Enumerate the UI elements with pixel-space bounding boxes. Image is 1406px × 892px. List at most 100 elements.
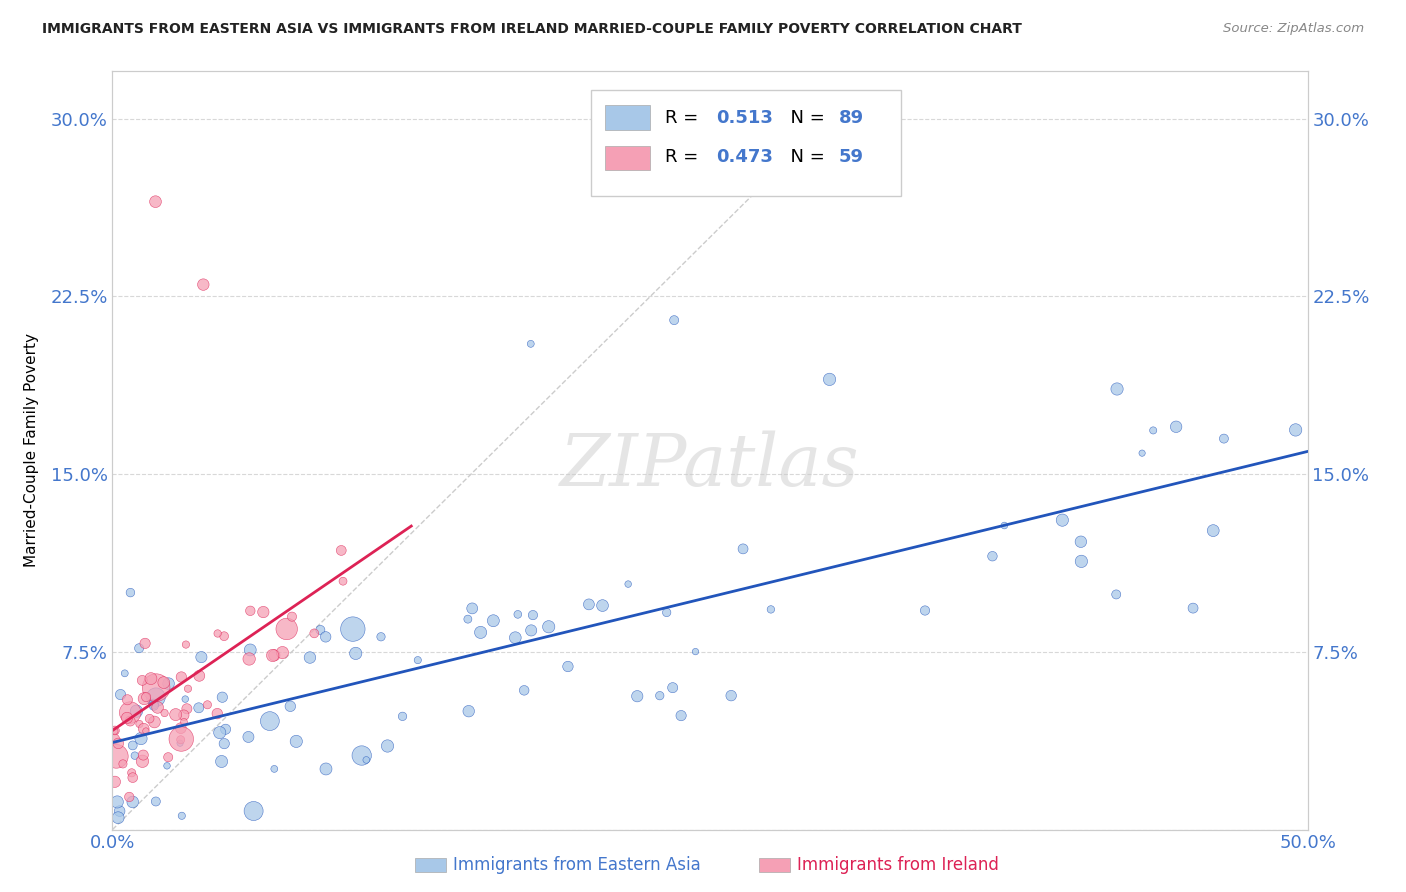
Point (263, 762, 285, 776)
Point (669, 708, 692, 723)
Point (332, 574, 354, 589)
Point (145, 690, 167, 705)
Point (129, 731, 152, 746)
Text: R =: R = (665, 109, 703, 127)
Point (197, 698, 219, 712)
FancyBboxPatch shape (605, 105, 651, 129)
Point (1213, 432, 1236, 446)
Point (648, 689, 671, 703)
Point (1105, 587, 1128, 601)
Point (170, 721, 193, 735)
Point (914, 603, 936, 617)
Point (146, 700, 169, 714)
Point (121, 765, 143, 780)
Text: N =: N = (779, 148, 831, 166)
Point (142, 698, 165, 713)
Point (207, 706, 229, 721)
Point (1052, 513, 1074, 527)
Point (377, 739, 399, 753)
Point (108, 804, 131, 818)
Point (131, 754, 153, 768)
Point (115, 711, 138, 725)
Point (157, 750, 180, 764)
Point (107, 736, 129, 750)
Point (344, 646, 367, 660)
Point (330, 543, 353, 558)
Point (142, 697, 165, 711)
Point (170, 670, 193, 684)
Point (139, 672, 162, 686)
Point (520, 624, 543, 638)
Point (513, 683, 536, 698)
Text: IMMIGRANTS FROM EASTERN ASIA VS IMMIGRANTS FROM IRELAND MARRIED-COUPLE FAMILY PO: IMMIGRANTS FROM EASTERN ASIA VS IMMIGRAN… (42, 22, 1022, 37)
Point (134, 636, 156, 650)
Point (143, 714, 166, 729)
Point (1142, 424, 1164, 438)
Point (263, 648, 285, 663)
Point (1202, 524, 1225, 538)
Point (1070, 554, 1092, 568)
Point (664, 313, 686, 327)
Point (239, 604, 262, 618)
Point (173, 708, 195, 723)
Point (105, 749, 128, 764)
Point (134, 691, 156, 706)
Text: Immigrants from Ireland: Immigrants from Ireland (797, 856, 1000, 874)
Point (661, 681, 683, 695)
Point (1130, 446, 1153, 460)
FancyBboxPatch shape (591, 90, 901, 196)
Point (1166, 419, 1188, 434)
Point (262, 648, 284, 663)
Text: 0.473: 0.473 (716, 148, 773, 166)
Point (1070, 534, 1092, 549)
Point (557, 659, 579, 673)
Point (118, 789, 141, 804)
Point (298, 650, 321, 665)
Point (117, 692, 139, 706)
Point (370, 630, 392, 644)
Point (104, 724, 127, 739)
Point (276, 622, 298, 636)
Point (239, 643, 262, 657)
Point (342, 622, 364, 636)
Point (278, 699, 301, 714)
Point (537, 620, 560, 634)
Point (120, 706, 142, 720)
Point (309, 623, 332, 637)
Point (315, 630, 337, 644)
Point (114, 666, 136, 681)
Point (120, 585, 142, 599)
Point (214, 723, 236, 737)
Point (304, 626, 326, 640)
Point (165, 707, 187, 722)
Point (120, 714, 142, 728)
Point (174, 692, 197, 706)
Point (121, 739, 143, 753)
Point (993, 518, 1015, 533)
Text: Immigrants from Eastern Asia: Immigrants from Eastern Asia (453, 856, 700, 874)
Point (190, 650, 212, 665)
Y-axis label: Married-Couple Family Poverty: Married-Couple Family Poverty (24, 334, 39, 567)
Point (177, 681, 200, 696)
Text: 59: 59 (839, 148, 865, 166)
Point (470, 625, 492, 640)
Point (1182, 601, 1205, 615)
Point (655, 606, 678, 620)
Point (578, 598, 600, 612)
Point (128, 717, 150, 731)
Point (457, 612, 479, 626)
Point (145, 795, 167, 809)
Point (212, 629, 235, 643)
Point (110, 688, 132, 702)
Point (157, 676, 180, 690)
Point (818, 372, 841, 386)
Point (135, 690, 157, 704)
Point (391, 709, 413, 723)
Point (107, 811, 129, 825)
Point (104, 731, 127, 746)
Point (285, 734, 308, 748)
Point (461, 601, 484, 615)
Point (145, 681, 167, 695)
Point (522, 608, 544, 623)
Point (193, 277, 215, 292)
